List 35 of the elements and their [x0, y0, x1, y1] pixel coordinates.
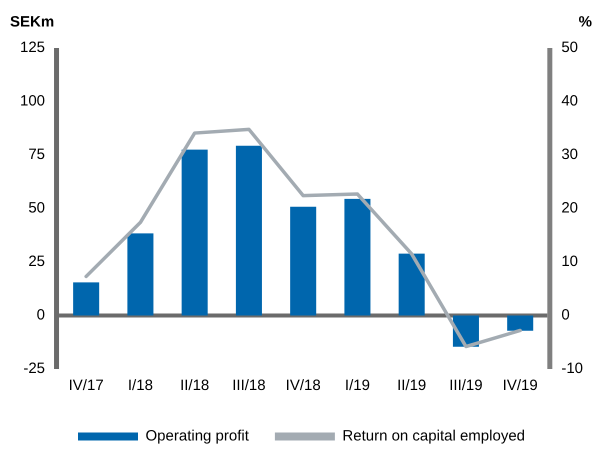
bar: [182, 150, 208, 316]
bar: [507, 316, 534, 331]
y2-tick-label: 10: [561, 253, 578, 270]
y2-axis-title: %: [578, 14, 592, 31]
x-tick-label: II/18: [180, 377, 210, 394]
y2-tick-label: 50: [561, 39, 578, 56]
bar: [344, 198, 370, 316]
x-tick-label: III/18: [232, 377, 266, 394]
bar: [73, 282, 100, 316]
y2-tick-label: 0: [561, 306, 570, 324]
y2-tick-label: -10: [561, 360, 584, 378]
x-tick-label: II/19: [397, 377, 426, 394]
legend-label: Operating profit: [146, 428, 250, 445]
bar: [290, 206, 316, 316]
x-tick-label: IV/19: [502, 377, 538, 394]
x-tick-label: I/19: [344, 377, 370, 394]
y-tick-label: 125: [20, 39, 46, 56]
y-axis-title: SEKm: [10, 14, 54, 31]
y-tick-label: 50: [28, 200, 46, 217]
x-tick-label: I/18: [128, 377, 153, 394]
y2-tick-label: 30: [561, 146, 578, 164]
y2-tick-label: 20: [561, 200, 578, 217]
bar: [127, 233, 154, 316]
x-tick-label: IV/18: [286, 377, 321, 394]
x-tick-label: IV/17: [68, 377, 104, 394]
bar: [398, 254, 425, 316]
y-tick-label: 0: [36, 306, 46, 324]
y2-tick-label: 40: [561, 92, 578, 110]
x-tick-label: III/19: [449, 377, 483, 394]
legend-label: Return on capital employed: [342, 428, 525, 445]
y-tick-label: 75: [28, 146, 46, 164]
bar: [236, 146, 262, 316]
y-tick-label: -25: [23, 360, 46, 378]
y-tick-label: 25: [28, 253, 46, 270]
y-tick-label: 100: [20, 92, 46, 110]
